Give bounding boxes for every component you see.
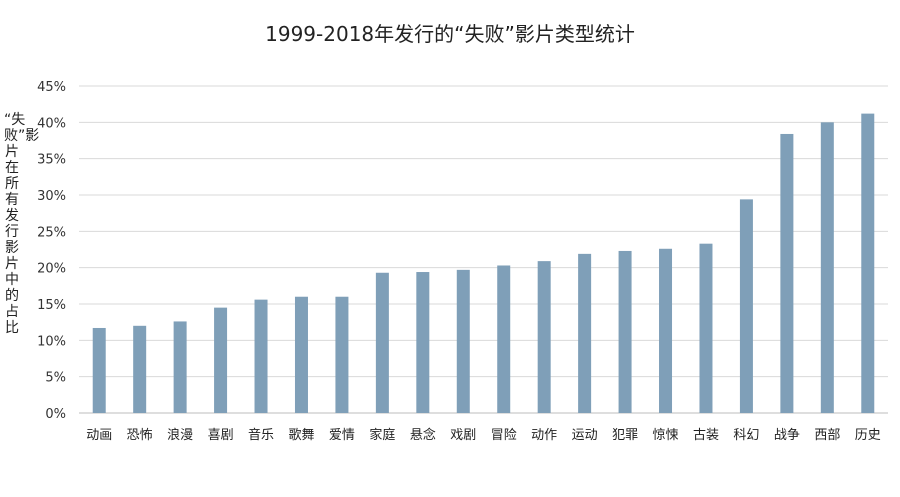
x-tick-label: 家庭: [369, 427, 395, 443]
y-tick-label: 40%: [37, 116, 66, 131]
x-tick-label: 戏剧: [450, 428, 476, 443]
x-tick-label: 动作: [531, 428, 557, 443]
chart-title: 1999-2018年发行的“失败”影片类型统计: [265, 22, 635, 46]
x-tick-label: 悬念: [410, 427, 436, 443]
y-tick-label: 10%: [37, 334, 66, 349]
x-tick-label: 战争: [774, 428, 800, 443]
y-tick-label: 30%: [37, 189, 66, 204]
bar: [416, 272, 430, 413]
bar: [133, 325, 147, 413]
x-tick-label: 动画: [86, 428, 112, 443]
x-tick-label: 音乐: [248, 427, 274, 443]
bar: [578, 253, 592, 413]
y-tick-label: 35%: [37, 153, 66, 168]
bar: [254, 299, 268, 413]
x-tick-label: 惊悚: [653, 428, 679, 443]
bar: [861, 113, 875, 413]
y-tick-label: 45%: [37, 80, 66, 95]
x-tick-label: 犯罪: [612, 428, 638, 443]
bar: [375, 272, 389, 413]
bar: [699, 243, 713, 413]
y-tick-label: 15%: [37, 298, 66, 313]
bars: [92, 113, 875, 413]
bar: [820, 122, 834, 413]
x-tick-label: 歌舞: [288, 428, 314, 443]
bar: [214, 307, 228, 413]
bar: [335, 296, 349, 413]
bar: [659, 248, 673, 413]
x-tick-label: 恐怖: [127, 427, 153, 443]
x-tick-labels: 动画 恐怖 浪漫 喜剧 音乐 歌舞 爱情 家庭 悬念 戏剧 冒险 动作 运动 犯罪 惊悚 古装 科幻 战争 西部 历史: [86, 427, 881, 443]
bar: [92, 327, 106, 413]
x-tick-label: 西部: [814, 428, 840, 443]
y-tick-labels: 0% 5% 10% 15% 20% 25% 30% 35% 40% 45%: [37, 80, 66, 422]
x-tick-label: 喜剧: [208, 428, 234, 443]
bar: [173, 321, 187, 413]
x-tick-label: 浪漫: [167, 428, 193, 443]
y-tick-label: 5%: [45, 371, 66, 386]
bar: [780, 133, 794, 413]
x-tick-label: 爱情: [329, 428, 355, 443]
x-tick-label: 历史: [855, 428, 881, 443]
bar: [294, 296, 308, 413]
y-tick-label: 0%: [45, 407, 66, 422]
y-tick-label: 20%: [37, 262, 66, 277]
gridlines: [79, 85, 888, 414]
bar: [497, 265, 511, 413]
y-tick-label: 25%: [37, 225, 66, 240]
bar: [537, 261, 551, 413]
x-tick-label: 冒险: [491, 428, 517, 443]
x-tick-label: 古装: [693, 428, 719, 443]
x-tick-label: 运动: [572, 428, 598, 443]
bar: [618, 250, 632, 413]
x-tick-label: 科幻: [733, 428, 759, 443]
bar: [739, 199, 753, 413]
bar: [456, 269, 470, 413]
